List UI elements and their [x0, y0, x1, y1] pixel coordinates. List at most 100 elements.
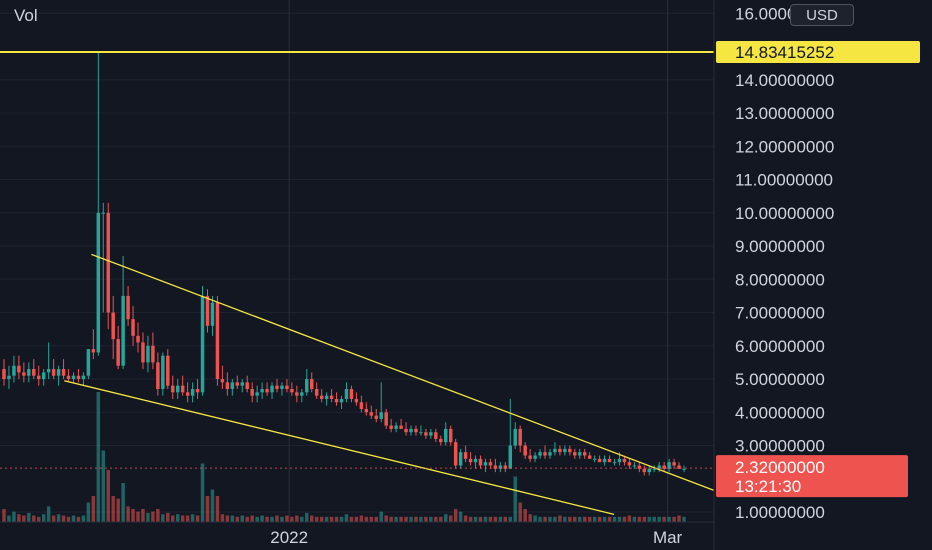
volume-bar [166, 512, 170, 522]
candle-body [508, 445, 513, 469]
volume-bar [290, 516, 294, 522]
volume-bar [195, 515, 200, 522]
volume-bar [617, 516, 622, 522]
candle-body [607, 458, 612, 463]
volume-bar [106, 470, 110, 522]
candle-body [642, 468, 647, 473]
candle-body [66, 375, 71, 380]
volume-bar [151, 511, 155, 522]
volume-bar [22, 515, 26, 522]
candle-body [126, 295, 130, 320]
time-axis[interactable]: 2022 Mar [270, 528, 682, 547]
candle-body [255, 392, 259, 396]
volume-bar [7, 515, 11, 522]
volume-bar [71, 515, 76, 522]
volume-bar [101, 450, 106, 522]
candle-body [260, 389, 264, 393]
volume-bar [305, 512, 309, 522]
volume-bar [56, 514, 61, 522]
candle-body [171, 385, 175, 393]
volume-bar [667, 516, 671, 522]
price-tick-label: 6.00000000 [735, 337, 825, 356]
price-tick-label: 3.00000000 [735, 437, 825, 456]
candle-body [652, 468, 656, 470]
price-tick-label: 11.00000000 [735, 171, 833, 190]
candle-body [205, 295, 210, 326]
candle-body [389, 425, 393, 429]
volume-bar [344, 514, 349, 522]
volume-bar [255, 516, 259, 522]
volume-bar [518, 502, 522, 522]
candle-body [528, 455, 532, 459]
candle-body [27, 369, 31, 376]
volume-bar [324, 516, 329, 522]
volume-bar [434, 516, 438, 522]
price-tick-label: 10.00000000 [735, 204, 834, 223]
volume-bar [121, 483, 125, 522]
candle-body [235, 382, 240, 386]
candle-body [116, 339, 120, 366]
candle-body [106, 212, 110, 313]
candle-body [46, 369, 51, 373]
volume-bar [146, 512, 150, 522]
candle-body [141, 342, 145, 363]
volume-bar [61, 515, 66, 522]
volume-bar [404, 516, 408, 522]
candle-body [424, 432, 428, 436]
candle-body [195, 389, 200, 393]
volume-bar [126, 506, 130, 522]
candle-body [439, 438, 443, 443]
candle-body [473, 458, 478, 463]
volume-bar [265, 516, 269, 522]
volume-bar [478, 516, 483, 522]
volume-bar [453, 509, 458, 522]
volume-bar [12, 511, 16, 522]
volume-bar [76, 516, 81, 522]
volume-bar [493, 516, 498, 522]
volume-bar [91, 496, 96, 522]
volume-bar [329, 516, 334, 522]
volume-bar [662, 516, 666, 522]
last-price-label: 2.32000000 [735, 458, 825, 477]
volume-indicator-label[interactable]: Vol [14, 6, 38, 25]
candle-body [101, 212, 106, 214]
price-tick-label: 1.00000000 [735, 503, 825, 522]
volume-bar [171, 515, 175, 522]
price-tick-label: 8.00000000 [735, 270, 825, 289]
chart-grid [0, 0, 714, 522]
candle-body [434, 432, 438, 439]
candle-body [41, 372, 46, 380]
volume-bar [369, 516, 374, 522]
drawings[interactable] [0, 51, 715, 515]
currency-button[interactable]: USD [790, 4, 854, 26]
candle-body [17, 365, 21, 373]
volume-bar [389, 516, 393, 522]
volume-bar [483, 516, 488, 522]
candle-body [86, 349, 91, 376]
volume-bar [46, 506, 51, 522]
volume-bar [587, 516, 592, 522]
volume-bar [632, 516, 637, 522]
candle-body [2, 369, 6, 380]
price-axis[interactable]: 1.00000000 3.00000000 4.00000000 5.00000000… [735, 4, 834, 522]
candle-body [161, 355, 165, 390]
candle-body [364, 408, 369, 413]
candle-body [463, 452, 468, 459]
candle-body [662, 465, 666, 469]
volume-bar [444, 514, 448, 522]
candle-body [305, 379, 309, 393]
candle-body [503, 465, 508, 469]
candle-body [131, 319, 135, 336]
volume-bar [37, 516, 41, 522]
candle-body [185, 392, 190, 396]
candle-body [419, 432, 423, 434]
volume-bar [86, 502, 91, 522]
volume-bar [414, 516, 418, 522]
candle-body [379, 412, 383, 419]
volume-bar [280, 516, 284, 522]
volume-bar [230, 515, 235, 522]
volume-bar [17, 514, 21, 522]
price-tick-label: 5.00000000 [735, 370, 825, 389]
